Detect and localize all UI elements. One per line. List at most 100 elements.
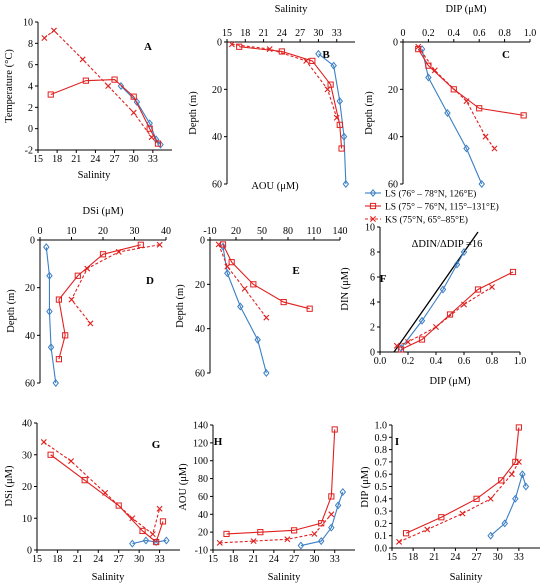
series-square	[47, 451, 167, 546]
y-tick-label: 8	[370, 248, 375, 259]
x-tick-label: 40	[161, 226, 171, 237]
x-tick-label: 0	[401, 28, 406, 39]
panel-f: 0.0 0.2 0.4 0.6 0.8 1.0 0 2 4 6 8 10 DIP (μM) DIN (μM…	[340, 223, 526, 388]
data-point	[396, 538, 403, 545]
series-line	[318, 53, 347, 185]
data-point	[303, 57, 310, 64]
x-tick-label: 0.8	[498, 28, 511, 39]
y-axis-label: DSi (μM)	[4, 465, 15, 506]
data-point	[501, 519, 509, 528]
x-tick-label: 21	[73, 554, 83, 565]
series-line	[44, 29, 153, 138]
data-point	[311, 530, 318, 537]
y-tick-label: 20	[388, 85, 398, 96]
data-point	[254, 335, 261, 344]
series-line	[132, 539, 167, 545]
y-tick-label: 40	[198, 510, 208, 521]
data-point	[405, 339, 411, 345]
data-point	[68, 458, 75, 465]
series-line	[300, 491, 344, 547]
data-point	[331, 426, 338, 433]
x-axis-label: DIP (μM)	[429, 376, 471, 387]
data-point	[87, 320, 94, 327]
series-line	[120, 85, 161, 146]
y-tick-label: 4	[370, 298, 375, 309]
panel-letter: H	[214, 436, 223, 448]
data-point	[424, 526, 431, 533]
data-point	[156, 505, 163, 512]
y-axis-label: Depth (m)	[6, 289, 17, 333]
data-point	[146, 125, 153, 132]
data-point	[333, 114, 340, 121]
series-x	[41, 27, 155, 141]
data-point	[163, 536, 170, 545]
x-tick-label: 15	[32, 554, 42, 565]
data-point	[47, 451, 54, 458]
series-x	[215, 241, 270, 321]
x-axis-label: Salinity	[450, 572, 483, 583]
data-point	[133, 98, 141, 106]
y-tick-label: 60	[388, 180, 398, 191]
panel-g: 15 18 21 24 27 30 33 0 10 20 30 40 Salinity DSi (μM) G	[4, 419, 180, 583]
x-axis-label: DIP (μM)	[445, 4, 487, 15]
x-tick-label: 1.0	[514, 356, 527, 367]
y-tick-label: 0	[27, 546, 32, 557]
data-point	[297, 541, 305, 550]
x-tick-label: 21	[71, 154, 81, 165]
x-tick-label: 0.2	[422, 28, 435, 39]
data-point	[338, 145, 345, 152]
x-tick-label: 1.0	[524, 28, 537, 39]
x-tick-label: 33	[155, 554, 165, 565]
data-point	[327, 81, 334, 88]
data-point	[148, 134, 155, 141]
data-point	[522, 482, 530, 491]
x-tick-label: 10	[67, 226, 77, 237]
y-tick-label: 20	[195, 280, 205, 291]
y-tick-label: 60	[198, 492, 208, 503]
x-axis-label: AOU (μM)	[251, 181, 299, 192]
y-axis-label: DIP (μM)	[360, 466, 371, 508]
y-tick-label: 10	[22, 514, 32, 525]
y-tick-label: 10	[365, 223, 375, 234]
legend-marker	[369, 189, 377, 197]
series-line	[396, 286, 493, 347]
series-square	[219, 241, 313, 312]
x-tick-label: 18	[52, 554, 62, 565]
series-diamond	[117, 82, 164, 149]
data-point	[278, 48, 285, 55]
legend-label: LS (76° – 78°N, 126°E)	[385, 189, 476, 200]
y-tick-label: -10	[195, 546, 208, 557]
x-tick-label: 33	[148, 154, 158, 165]
data-point	[55, 356, 62, 363]
y-tick-label: 20	[22, 482, 32, 493]
series-square	[55, 241, 144, 363]
series-line	[421, 48, 483, 185]
data-point	[142, 536, 150, 545]
series-x	[68, 241, 163, 327]
data-point	[129, 515, 136, 522]
y-tick-label: 60	[195, 369, 205, 380]
y-tick-label: 8	[28, 39, 33, 50]
data-point	[47, 343, 55, 352]
x-tick-label: 24	[93, 554, 103, 565]
data-point	[438, 514, 445, 521]
y-axis-label: Depth (m)	[364, 91, 375, 135]
data-point	[266, 46, 273, 53]
data-point	[425, 73, 432, 82]
x-tick-label: 30	[129, 154, 139, 165]
panel-letter: F	[380, 273, 387, 285]
data-point	[450, 86, 457, 93]
data-point	[263, 314, 270, 321]
x-tick-label: 0.6	[473, 28, 486, 39]
data-point	[487, 531, 494, 540]
y-tick-label: 2	[28, 103, 33, 114]
x-tick-label: 15	[222, 28, 232, 39]
y-tick-label: 20	[25, 283, 35, 294]
data-point	[236, 43, 243, 50]
series-line	[405, 427, 520, 534]
y-tick-label: 40	[388, 132, 398, 143]
y-axis-label: DIN (μM)	[340, 267, 351, 311]
data-point	[397, 346, 405, 353]
data-point	[82, 77, 89, 84]
data-point	[102, 489, 109, 496]
